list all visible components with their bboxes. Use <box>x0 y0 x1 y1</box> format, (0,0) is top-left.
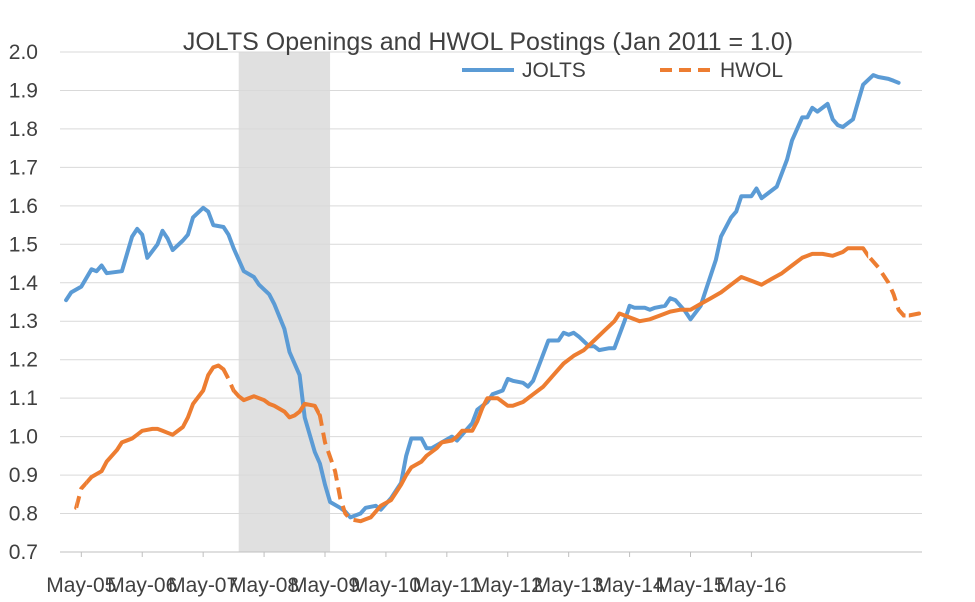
y-tick-label: 1.1 <box>9 387 38 410</box>
y-tick-label: 1.5 <box>9 233 38 256</box>
x-tick-label: May-16 <box>716 574 786 597</box>
axes: 0.7 0.8 0.9 1.0 1.1 1.2 1.3 1.4 1.5 1.6 1.7 1.8 1.9 2… <box>9 41 922 597</box>
y-tick-label: 0.7 <box>9 541 38 564</box>
x-tick-label: May-14 <box>595 574 665 597</box>
x-tick-label: May-15 <box>655 574 725 597</box>
y-tick-label: 1.3 <box>9 310 38 333</box>
hwol-series-line <box>74 246 921 524</box>
x-tick-label: May-06 <box>107 574 177 597</box>
y-tick-label: 1.6 <box>9 195 38 218</box>
x-tick-label: May-11 <box>413 574 481 597</box>
x-tick-label: May-13 <box>534 574 604 597</box>
y-tick-label: 1.9 <box>9 79 38 102</box>
chart-title: JOLTS Openings and HWOL Postings (Jan 20… <box>183 28 793 56</box>
recession-shading-layer <box>238 52 331 552</box>
y-tick-label: 1.8 <box>9 118 38 141</box>
x-tick-label: May-07 <box>168 574 238 597</box>
y-tick-label: 1.2 <box>9 349 38 372</box>
x-tick-label: May-05 <box>46 574 116 597</box>
y-tick-label: 1.4 <box>9 272 39 295</box>
y-tick-label: 1.7 <box>9 156 38 179</box>
gridlines <box>60 51 922 515</box>
y-tick-label: 1.0 <box>9 426 38 449</box>
y-tick-label: 0.8 <box>9 503 38 526</box>
y-tick-label: 0.9 <box>9 464 38 487</box>
recession-shade <box>238 52 331 552</box>
y-tick-label: 2.0 <box>9 41 38 64</box>
series-lines <box>64 73 921 524</box>
x-tick-label: May-10 <box>351 574 421 597</box>
x-tick-label: May-12 <box>473 574 543 597</box>
hwol-series-dashed-segment <box>76 246 909 524</box>
legend-label-jolts: JOLTS <box>522 59 586 82</box>
x-tick-label: May-08 <box>229 574 299 597</box>
legend-label-hwol: HWOL <box>720 59 783 82</box>
legend: JOLTS HWOL <box>462 59 783 82</box>
jolts-series-line <box>64 73 901 520</box>
x-tick-label: May-09 <box>290 574 360 597</box>
